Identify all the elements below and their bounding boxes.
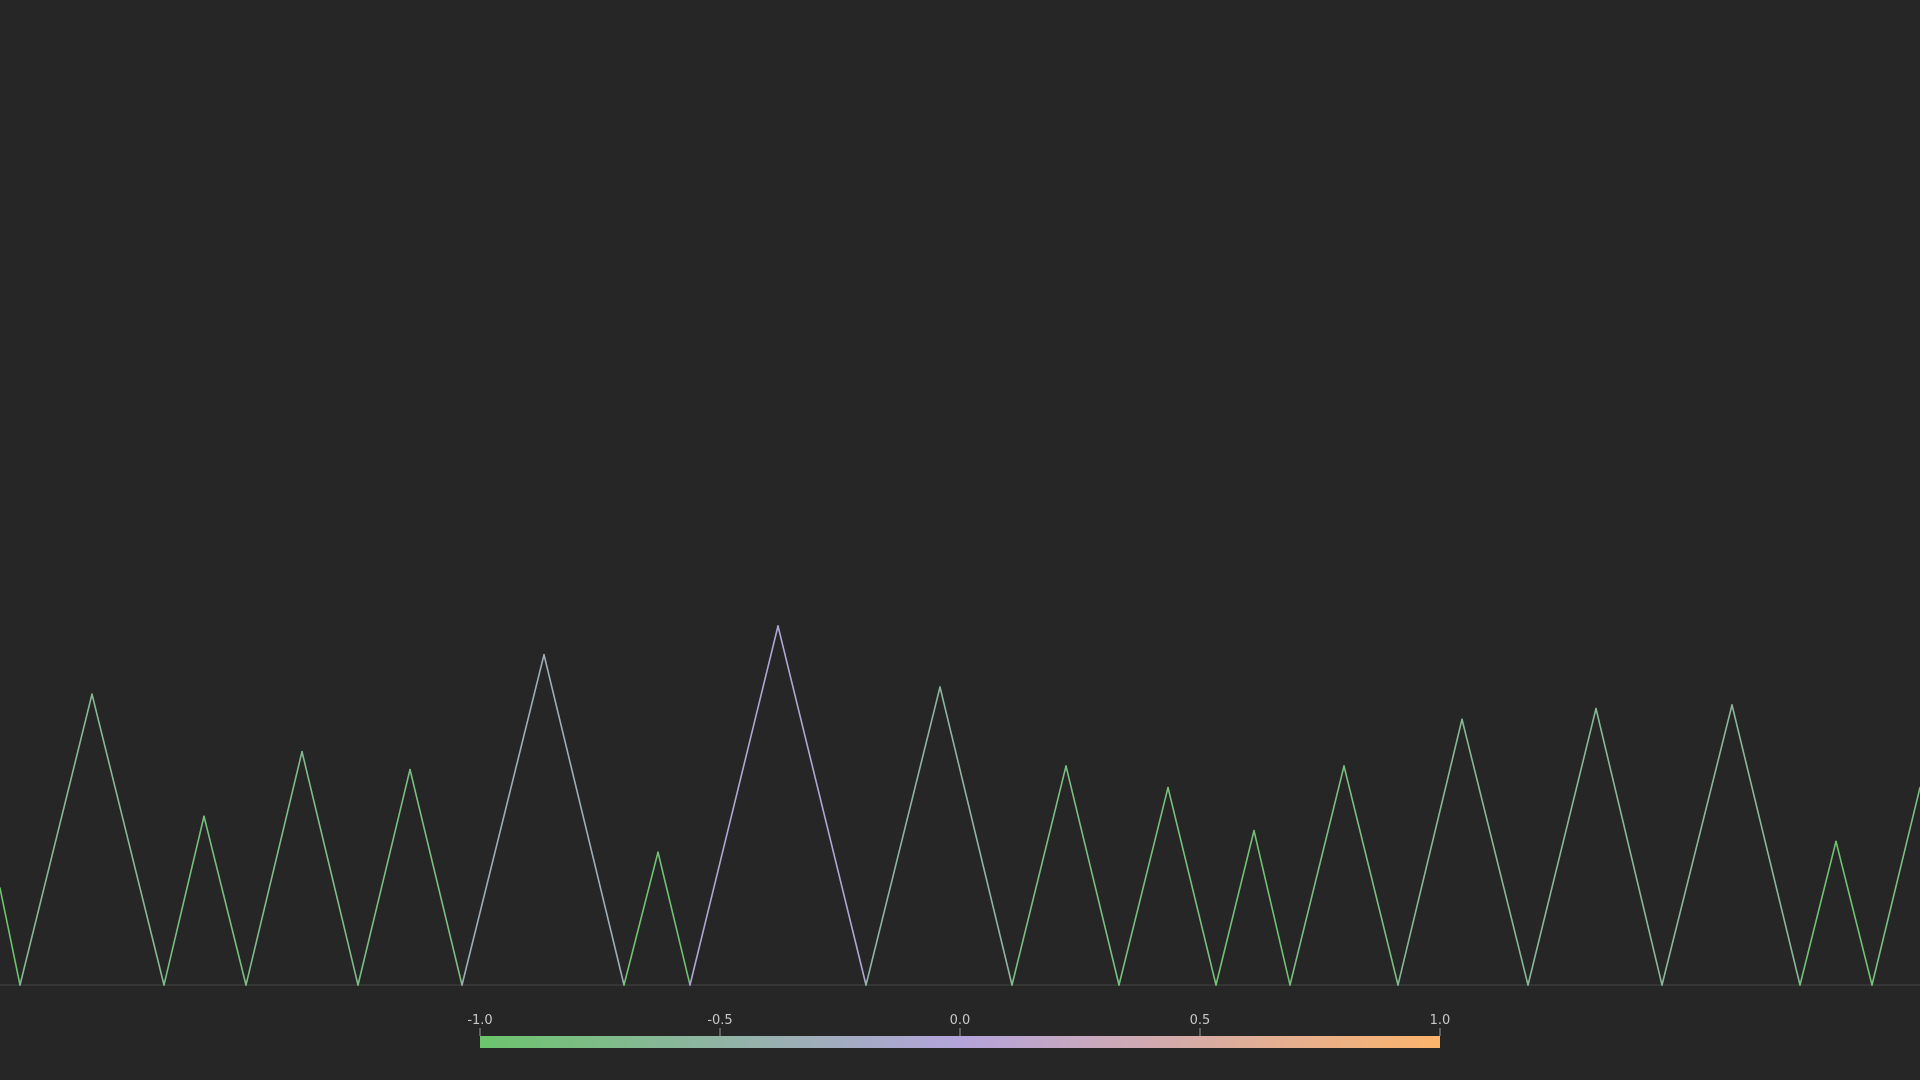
colorbar-tick-label: -1.0 (467, 1013, 492, 1028)
series-segment (1065, 765, 1120, 986)
series-segment (1461, 718, 1529, 986)
series-segment (1253, 829, 1291, 986)
series-segment (1397, 718, 1463, 986)
series-segment (409, 768, 463, 986)
series-segment (1289, 765, 1345, 986)
colorbar-tick-label: 0.0 (950, 1013, 971, 1028)
series-segment (163, 815, 205, 986)
series-segment (1835, 840, 1873, 986)
series-segment (689, 625, 779, 986)
series-segment (1527, 707, 1597, 986)
colorbar: -1.0 -0.5 0.0 0.5 1.0 (467, 1013, 1450, 1048)
series-segment (1118, 786, 1169, 986)
series-segment (1799, 840, 1837, 986)
series-segment (1215, 829, 1255, 986)
series-segment (0, 887, 21, 986)
series-segment (1731, 704, 1801, 986)
series-segment (1661, 704, 1733, 986)
colorbar-ticks: -1.0 -0.5 0.0 0.5 1.0 (467, 1013, 1450, 1036)
series-segment (1167, 786, 1217, 986)
series-segment (245, 750, 303, 986)
series-segment (301, 750, 359, 986)
series-segment (1343, 765, 1399, 986)
series-segment (1871, 786, 1920, 986)
series-segment (1011, 765, 1067, 986)
series-segment (657, 851, 691, 986)
colorbar-tick-label: 0.5 (1190, 1013, 1211, 1028)
series-line (0, 625, 1920, 986)
series-segment (939, 686, 1013, 986)
series-segment (461, 653, 545, 986)
series-segment (203, 815, 247, 986)
series-segment (623, 851, 659, 986)
series-segment (777, 625, 867, 986)
series-segment (1595, 707, 1663, 986)
colorbar-tick-label: -0.5 (707, 1013, 732, 1028)
series-segment (91, 693, 165, 986)
series-segment (543, 653, 625, 986)
colorbar-gradient (480, 1036, 1440, 1048)
colorbar-tick-label: 1.0 (1430, 1013, 1451, 1028)
series-segment (357, 768, 411, 986)
series-segment (865, 686, 941, 986)
series-segment (19, 693, 93, 986)
